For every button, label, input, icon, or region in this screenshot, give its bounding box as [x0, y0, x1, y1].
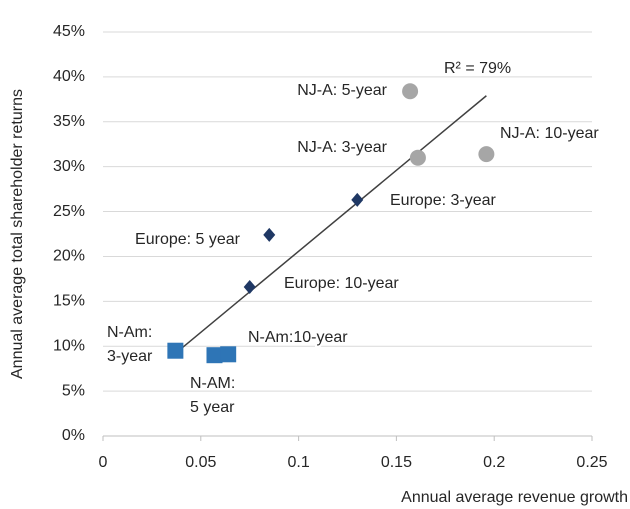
annotation: R² = 79% [444, 60, 511, 77]
data-label: NJ-A: 10-year [500, 125, 599, 142]
data-label: 5 year [190, 399, 235, 416]
x-tick-label: 0 [99, 454, 108, 471]
point [206, 347, 223, 364]
y-tick-label: 0% [62, 427, 85, 444]
data-label: N-AM: [190, 375, 235, 392]
data-label: 3-year [107, 348, 153, 365]
y-tick-label: 25% [53, 203, 85, 220]
y-tick-label: 40% [53, 68, 85, 85]
y-tick-label: 30% [53, 158, 85, 175]
y-axis-title: Annual average total shareholder returns [9, 89, 26, 379]
x-tick-label: 0.1 [287, 454, 309, 471]
point [478, 146, 495, 163]
y-tick-label: 45% [53, 23, 85, 40]
point [409, 149, 426, 166]
point [167, 342, 184, 359]
x-tick-label: 0.05 [185, 454, 216, 471]
data-label: Europe: 3-year [390, 192, 497, 209]
data-label: N-Am:10-year [248, 329, 348, 346]
point [220, 346, 237, 363]
x-tick-label: 0.25 [576, 454, 607, 471]
trendline [174, 95, 487, 354]
y-tick-label: 5% [62, 382, 85, 399]
y-tick-label: 20% [53, 248, 85, 265]
x-tick-label: 0.15 [381, 454, 412, 471]
point [351, 192, 364, 207]
x-axis-title: Annual average revenue growth [401, 489, 628, 506]
y-tick-label: 10% [53, 337, 85, 354]
point [243, 279, 256, 294]
data-label: N-Am: [107, 324, 152, 341]
data-label: Europe: 5 year [135, 231, 241, 248]
point [402, 83, 419, 100]
y-tick-label: 35% [53, 113, 85, 130]
data-label: NJ-A: 5-year [297, 82, 387, 99]
y-tick-label: 15% [53, 293, 85, 310]
data-label: NJ-A: 3-year [297, 139, 387, 156]
data-label: Europe: 10-year [284, 275, 399, 292]
x-tick-label: 0.2 [483, 454, 505, 471]
point [263, 227, 276, 242]
